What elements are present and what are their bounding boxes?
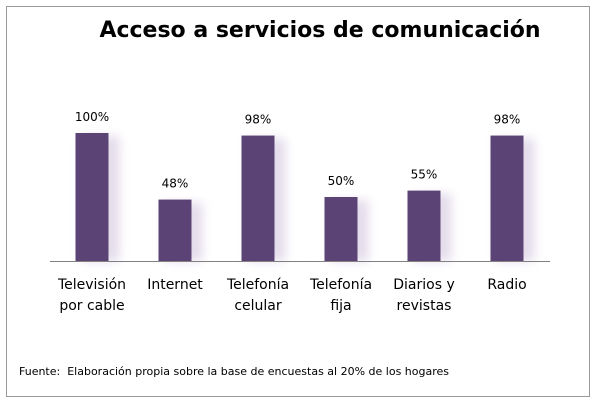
category-label-line: fija (330, 298, 351, 314)
category-label-line: Diarios y (393, 277, 455, 293)
value-label: 55% (411, 168, 438, 182)
bar (407, 190, 441, 261)
value-label: 50% (328, 174, 355, 188)
category-label-line: Telefonía (309, 277, 372, 293)
bar (241, 135, 275, 261)
value-label: 100% (75, 110, 109, 124)
value-label: 98% (494, 113, 521, 127)
bar-shadows (80, 136, 535, 261)
value-labels: 100% 48% 98% 50% 55% 98% (75, 110, 520, 191)
category-label-line: por cable (59, 298, 124, 314)
category-label-line: revistas (397, 298, 452, 314)
category-label: Televisión por cable (57, 277, 126, 314)
category-label-line: Televisión (57, 277, 126, 293)
bar (75, 133, 109, 261)
bar (324, 197, 358, 261)
category-label-line: Telefonía (226, 277, 289, 293)
category-label: Telefonía celular (226, 277, 289, 314)
category-label: Diarios y revistas (393, 277, 455, 314)
category-label: Internet (147, 277, 203, 293)
category-labels: Televisión por cable Internet Telefonía celu… (57, 277, 527, 314)
value-label: 48% (162, 177, 189, 191)
category-label-line: celular (234, 298, 282, 314)
bar (490, 135, 524, 261)
category-label: Telefonía fija (309, 277, 372, 314)
bars (75, 133, 524, 261)
chart-title: Acceso a servicios de comunicación (99, 18, 541, 43)
category-label-line: Radio (487, 277, 526, 293)
bar (158, 199, 192, 261)
value-label: 98% (245, 113, 272, 127)
category-label: Radio (487, 277, 526, 293)
source-note: Fuente: Elaboración propia sobre la base… (19, 365, 449, 378)
category-label-line: Internet (147, 277, 203, 293)
